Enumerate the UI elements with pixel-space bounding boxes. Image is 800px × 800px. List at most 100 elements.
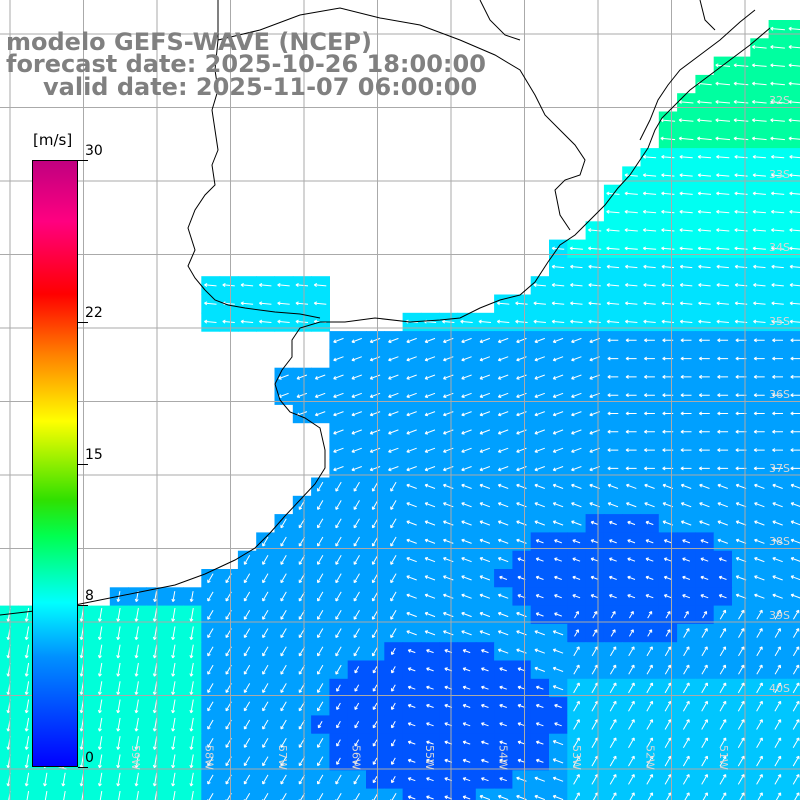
wind-arrow (313, 283, 327, 287)
wind-arrow (280, 683, 287, 693)
wind-arrow (717, 520, 728, 526)
wind-arrow (479, 538, 491, 544)
wind-arrow (643, 301, 656, 306)
wind-arrow (407, 795, 416, 800)
wind-arrow (534, 666, 545, 672)
wind-arrow (497, 630, 509, 636)
wind-arrow (792, 774, 800, 785)
wind-speed-cell (786, 74, 800, 94)
wind-arrow (772, 356, 783, 361)
wind-arrow (535, 758, 544, 763)
wind-arrow (592, 610, 598, 619)
wind-arrow (534, 374, 545, 380)
wind-arrow (97, 608, 103, 622)
wind-arrow (354, 757, 360, 765)
wind-arrow (772, 374, 783, 379)
wind-arrow (644, 393, 655, 398)
wind-arrow (792, 628, 800, 638)
wind-arrow (296, 374, 308, 380)
wind-speed-cell (786, 532, 800, 552)
wind-arrow (353, 646, 360, 657)
wind-speed-cell (786, 495, 800, 515)
wind-arrow (790, 557, 800, 562)
wind-arrow (647, 629, 653, 637)
wind-arrow (684, 792, 690, 800)
wind-arrow (406, 593, 417, 599)
wind-arrow (535, 539, 544, 544)
wind-arrow (134, 591, 139, 603)
wind-arrow (574, 610, 579, 619)
wind-arrow (280, 664, 287, 675)
wind-arrow (606, 319, 620, 324)
wind-arrow (479, 520, 491, 526)
wind-arrow (716, 154, 730, 159)
wind-arrow (680, 448, 692, 453)
wind-arrow (678, 136, 694, 141)
wind-speed-cell (786, 569, 800, 588)
wind-arrow (756, 755, 763, 767)
wind-arrow (369, 447, 381, 453)
wind-arrow (609, 664, 617, 675)
wind-arrow (574, 629, 579, 637)
wind-speed-cell (786, 38, 800, 58)
wind-arrow (406, 483, 417, 489)
wind-arrow (752, 81, 767, 86)
wind-arrow (679, 283, 693, 287)
wind-arrow (262, 536, 269, 547)
wind-arrow (772, 483, 783, 489)
wind-arrow (481, 685, 489, 690)
wind-arrow (369, 374, 381, 380)
wind-arrow (789, 283, 800, 287)
wind-arrow (391, 666, 396, 674)
wind-arrow (461, 429, 472, 435)
wind-arrow (116, 681, 121, 695)
wind-arrow (571, 392, 582, 398)
wind-arrow (702, 792, 708, 800)
wind-arrow (99, 791, 103, 800)
wind-arrow (679, 173, 693, 178)
wind-arrow (607, 466, 619, 471)
wind-speed-cell (329, 788, 349, 800)
wind-arrow (424, 337, 436, 344)
wind-arrow (682, 682, 690, 694)
wind-arrow (497, 520, 509, 526)
wind-arrow (443, 611, 454, 618)
wind-arrow (277, 283, 290, 287)
wind-arrow (717, 502, 728, 508)
wind-arrow (591, 646, 598, 657)
wind-arrow (552, 758, 564, 764)
wind-arrow (683, 646, 690, 657)
wind-arrow (735, 502, 747, 508)
wind-arrow (262, 701, 269, 712)
wind-arrow (606, 228, 620, 233)
wind-arrow (534, 483, 545, 489)
wind-arrow (789, 173, 800, 178)
wind-arrow (461, 411, 472, 417)
longitude-label: 55W (423, 745, 436, 770)
wind-arrow (259, 283, 272, 287)
wind-arrow (737, 682, 745, 694)
wind-arrow (572, 575, 581, 580)
wind-arrow (534, 776, 545, 782)
wind-arrow (171, 591, 176, 603)
wind-arrow (698, 374, 710, 379)
wind-arrow (570, 264, 583, 269)
wind-arrow (573, 682, 580, 694)
wind-arrow (97, 717, 103, 732)
wind-arrow (606, 209, 620, 214)
wind-arrow (573, 774, 580, 785)
wind-arrow (661, 173, 675, 178)
wind-arrow (481, 649, 489, 654)
wind-arrow (715, 81, 731, 86)
wind-arrow (44, 791, 48, 800)
wind-speed-cell (786, 312, 800, 332)
wind-arrow (663, 594, 672, 599)
wind-arrow (171, 717, 176, 732)
wind-arrow (461, 630, 472, 636)
wind-arrow (699, 502, 710, 508)
wind-arrow (607, 502, 619, 508)
wind-arrow (390, 536, 397, 547)
wind-arrow (24, 608, 30, 622)
wind-speed-cell (786, 715, 800, 735)
latitude-label: 39S (769, 608, 790, 622)
